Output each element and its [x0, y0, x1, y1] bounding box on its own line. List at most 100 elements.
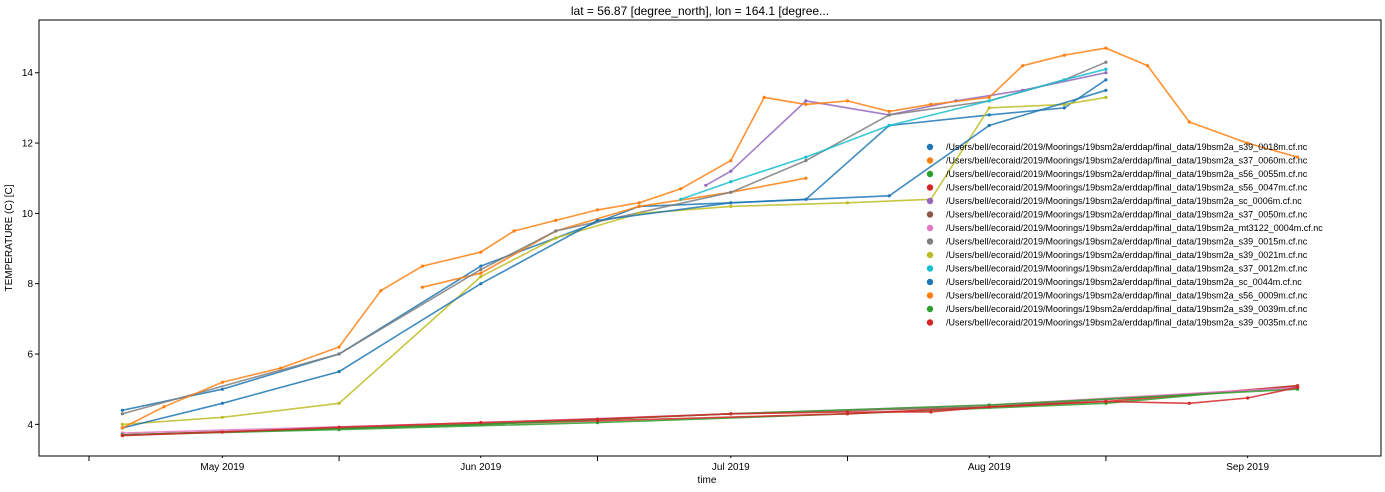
legend-label: /Users/bell/ecoraid/2019/Moorings/19bsm2… [946, 277, 1302, 287]
data-point [845, 201, 850, 205]
data-point [220, 387, 224, 391]
data-point [804, 102, 808, 106]
data-point [845, 410, 850, 414]
y-tick-label: 12 [22, 139, 34, 150]
data-point [120, 422, 124, 426]
data-point [1104, 71, 1108, 75]
data-point [479, 421, 483, 425]
legend-marker [926, 157, 934, 164]
x-axis: May 2019 Jun 2019 Jul 2019 Aug 2019 Sep 2019 [88, 456, 1269, 473]
data-point [987, 95, 991, 99]
data-point [420, 264, 424, 268]
y-tick-label: 8 [27, 279, 33, 290]
x-tick-label: Aug 2019 [968, 462, 1011, 473]
data-point [595, 218, 600, 222]
data-point [379, 289, 383, 293]
data-point [987, 99, 991, 103]
data-point [929, 410, 933, 414]
data-point [637, 204, 641, 208]
legend-label: /Users/bell/ecoraid/2019/Moorings/19bsm2… [946, 210, 1308, 220]
data-point [804, 176, 808, 180]
legend-label: /Users/bell/ecoraid/2019/Moorings/19bsm2… [946, 291, 1308, 301]
data-point [729, 204, 733, 208]
legend-marker [926, 170, 934, 178]
data-point [729, 169, 733, 173]
data-point [512, 229, 516, 233]
legend-label: /Users/bell/ecoraid/2019/Moorings/19bsm2… [946, 156, 1308, 166]
data-point [120, 426, 124, 430]
series-line [122, 96, 1107, 426]
data-point [804, 155, 808, 159]
data-point [479, 250, 483, 254]
data-point [987, 113, 991, 117]
series-line [122, 384, 1298, 436]
data-point [1104, 78, 1108, 82]
legend-marker [926, 184, 934, 191]
legend-marker [926, 238, 934, 245]
series [120, 385, 1300, 438]
data-point [1062, 78, 1066, 82]
data-point [162, 405, 166, 409]
x-tick-label: Jul 2019 [712, 462, 750, 473]
data-point [595, 208, 600, 212]
data-point [1296, 385, 1300, 389]
legend-marker [926, 211, 934, 218]
data-point [1104, 67, 1108, 71]
data-point [679, 187, 683, 191]
data-point [554, 218, 558, 222]
legend-label: /Users/bell/ecoraid/2019/Moorings/19bsm2… [946, 196, 1302, 206]
data-point [1104, 46, 1108, 50]
data-point [804, 159, 808, 163]
legend-label: /Users/bell/ecoraid/2019/Moorings/19bsm2… [946, 237, 1308, 247]
data-point [479, 268, 483, 272]
data-point [1104, 399, 1108, 404]
data-point [337, 352, 341, 356]
data-point [220, 380, 224, 384]
data-point [120, 434, 124, 438]
x-axis-label: time [698, 475, 717, 486]
data-point [1104, 60, 1108, 64]
data-point [120, 408, 124, 412]
data-point [1187, 401, 1191, 405]
data-point [762, 95, 766, 99]
legend-label: /Users/bell/ecoraid/2019/Moorings/19bsm2… [946, 264, 1308, 274]
data-point [887, 123, 891, 128]
plot-area [38, 19, 1382, 457]
legend-marker [926, 319, 934, 326]
data-point [1062, 106, 1066, 110]
data-point [729, 201, 733, 205]
data-point [887, 194, 891, 198]
data-point [1246, 141, 1250, 145]
data-point [554, 229, 558, 233]
legend-label: /Users/bell/ecoraid/2019/Moorings/19bsm2… [946, 304, 1308, 314]
data-point [220, 415, 224, 419]
legend-marker [926, 251, 934, 259]
data-point [120, 412, 124, 416]
y-tick-label: 6 [27, 350, 33, 361]
data-point [1062, 53, 1066, 57]
data-point [479, 264, 483, 268]
series [120, 88, 1108, 430]
legend-marker [926, 197, 934, 205]
data-point [729, 412, 733, 416]
data-point [1021, 64, 1025, 68]
legend-marker [926, 143, 934, 151]
y-axis-label: TEMPERATURE (C) [C] [4, 184, 15, 291]
data-point [987, 123, 991, 128]
legend-marker [926, 224, 934, 232]
data-point [845, 99, 850, 103]
legend-label: /Users/bell/ecoraid/2019/Moorings/19bsm2… [946, 318, 1308, 328]
data-point [1246, 396, 1250, 400]
data-point [337, 370, 341, 374]
y-axis: 4 6 8 10 12 14 [22, 68, 39, 431]
legend-marker [926, 278, 934, 286]
legend-label: /Users/bell/ecoraid/2019/Moorings/19bsm2… [946, 169, 1308, 179]
x-tick-label: Sep 2019 [1226, 462, 1269, 473]
legend: /Users/bell/ecoraid/2019/Moorings/19bsm2… [926, 142, 1323, 328]
x-tick-label: Jun 2019 [460, 462, 502, 473]
x-tick-label: May 2019 [200, 462, 244, 473]
data-point [220, 430, 224, 434]
legend-label: /Users/bell/ecoraid/2019/Moorings/19bsm2… [946, 183, 1308, 193]
data-point [729, 180, 733, 184]
